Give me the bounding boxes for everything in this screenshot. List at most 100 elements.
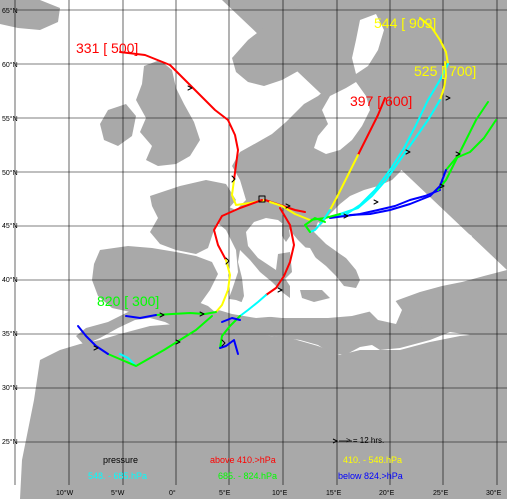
crete <box>410 327 432 333</box>
lat-label: 65°N <box>2 7 18 15</box>
trajectory-segment <box>119 51 239 181</box>
scandinavia <box>232 0 370 86</box>
longitude-labels: 10°W 5°W 0° 5°E 10°E 15°E 20°E 25°E 30°E <box>56 489 502 497</box>
lat-label: 35°N <box>2 330 18 338</box>
trajectory-397 <box>304 97 386 233</box>
time-marker <box>159 312 165 318</box>
lon-label: 5°W <box>111 489 125 497</box>
legend-item-685-824: 685. - 824.hPa <box>218 471 277 481</box>
lon-label: 10°W <box>56 489 74 497</box>
trajectory-segment <box>219 339 239 355</box>
sicily <box>300 290 330 302</box>
trajectory-820 <box>77 199 295 367</box>
time-marker <box>221 339 226 347</box>
trajectory-label: 397 [ 600] <box>350 93 412 109</box>
lon-label: 20°E <box>379 489 395 497</box>
legend-item-410-548: 410. - 548.hPa <box>343 455 402 465</box>
trajectory-label: 544 [ 909] <box>374 15 436 31</box>
trajectory-segment <box>215 259 231 313</box>
lat-label: 55°N <box>2 115 18 123</box>
trajectory-segment <box>439 61 447 101</box>
lat-label: 50°N <box>2 169 18 177</box>
trajectory-label: 525 [ 700] <box>414 63 476 79</box>
france <box>150 180 236 254</box>
time-marker <box>231 175 236 183</box>
trajectory-segment <box>239 294 267 317</box>
legend-item-548-685: 548. - 685.hPa <box>88 471 147 481</box>
sardinia <box>276 252 292 280</box>
lon-label: 15°E <box>326 489 342 497</box>
time-marker <box>175 339 181 345</box>
trajectories <box>77 17 497 367</box>
start-point-marker <box>258 195 266 203</box>
aegean-sea <box>368 296 402 324</box>
trajectory-segment <box>213 199 263 261</box>
gulf-of-bothnia <box>352 14 384 74</box>
trajectory-segment <box>304 217 326 233</box>
black-sea <box>400 222 472 254</box>
time-marker <box>199 311 205 317</box>
trajectory-segment <box>77 325 109 355</box>
lon-label: 10°E <box>272 489 288 497</box>
trajectory-525 <box>269 61 447 221</box>
trajectory-segment <box>437 101 489 191</box>
lon-label: 0° <box>169 489 176 497</box>
trajectory-segment <box>119 353 137 367</box>
tyrrhenian-sea <box>292 246 318 282</box>
legend: > = 12 hrs. pressure above 410.>hPa 410.… <box>88 436 403 481</box>
time-marker <box>373 199 379 205</box>
trajectory-labels: 331 [ 500] 544 [ 909] 525 [ 700] 397 [ 6… <box>76 15 476 309</box>
trajectory-segment <box>309 209 331 233</box>
europe-mainland <box>76 0 507 355</box>
adriatic-sea <box>314 222 356 262</box>
trajectory-segment <box>107 353 137 367</box>
trajectory-segment <box>445 119 497 171</box>
lat-lon-grid <box>14 0 507 485</box>
lat-label: 40°N <box>2 276 18 284</box>
trajectory-segment <box>329 154 359 211</box>
ireland <box>100 104 136 146</box>
lat-label: 45°N <box>2 222 18 230</box>
trajectory-segment <box>221 317 241 323</box>
mediterranean-west <box>210 296 280 318</box>
time-marker <box>445 95 451 101</box>
trajectory-segment <box>419 17 449 65</box>
time-marker <box>277 287 283 293</box>
trajectory-segment <box>135 315 213 367</box>
latitude-labels: 65°N 60°N 55°N 50°N 45°N 40°N 35°N 30°N … <box>2 7 18 446</box>
trajectory-east-branch <box>349 101 497 216</box>
corsica <box>282 222 290 242</box>
legend-marker-icon <box>332 438 339 444</box>
lat-label: 60°N <box>2 61 18 69</box>
legend-item-above-410: above 410.>hPa <box>210 455 276 465</box>
lon-label: 30°E <box>486 489 502 497</box>
lon-label: 5°E <box>219 489 231 497</box>
legend-marker-note: > = 12 hrs. <box>346 436 384 445</box>
trajectory-segment <box>155 311 217 316</box>
trajectory-segment <box>269 201 311 221</box>
lon-label: 25°E <box>433 489 449 497</box>
trajectory-segment <box>265 207 295 296</box>
great-britain <box>136 60 200 166</box>
trajectory-label: 331 [ 500] <box>76 40 138 56</box>
trajectory-segment <box>349 169 447 216</box>
legend-title: pressure <box>103 455 138 465</box>
lat-label: 25°N <box>2 438 18 446</box>
trajectory-segment <box>357 97 386 156</box>
trajectory-segment <box>339 99 441 215</box>
time-marker <box>343 213 349 219</box>
time-marker <box>455 151 461 157</box>
trajectory-segment <box>125 314 157 319</box>
time-marker <box>285 203 291 209</box>
north-africa <box>20 324 507 499</box>
time-marker <box>93 345 99 351</box>
time-marker <box>225 257 230 265</box>
time-markers <box>93 85 461 351</box>
cyprus <box>470 308 486 316</box>
trajectory-label: 820 [ 300] <box>97 293 159 309</box>
lat-label: 30°N <box>2 384 18 392</box>
time-marker <box>405 149 411 155</box>
legend-item-below-824: below 824.>hPa <box>338 471 403 481</box>
trajectory-segment <box>219 315 241 349</box>
